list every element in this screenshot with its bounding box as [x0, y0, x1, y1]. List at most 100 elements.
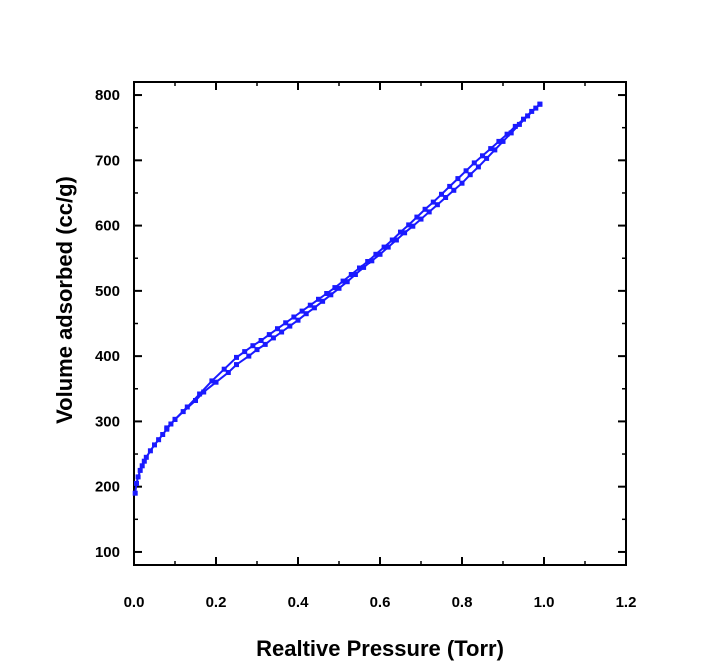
adsorption-point [193, 398, 198, 403]
desorption-point [291, 314, 297, 320]
adsorption-point [410, 223, 416, 229]
desorption-point [488, 146, 494, 152]
adsorption-point [311, 305, 317, 311]
desorption-point [529, 108, 535, 114]
adsorption-point [336, 285, 342, 291]
adsorption-point [492, 147, 498, 153]
desorption-point [324, 291, 330, 296]
x-axis-title: Realtive Pressure (Torr) [256, 636, 504, 661]
y-tick-label: 100 [95, 544, 120, 561]
desorption-point [250, 343, 256, 349]
desorption-point [398, 229, 403, 235]
adsorption-point [500, 138, 506, 144]
desorption-point [357, 265, 362, 271]
desorption-point [496, 138, 502, 144]
desorption-point [389, 237, 395, 243]
adsorption-point [141, 458, 147, 464]
desorption-point [348, 272, 354, 277]
desorption-point [504, 131, 510, 137]
desorption-point [373, 251, 379, 257]
adsorption-point [377, 251, 383, 257]
desorption-point [242, 349, 248, 355]
adsorption-point [467, 172, 473, 178]
y-axis-title: Volume adsorbed (cc/g) [52, 176, 77, 424]
desorption-point [340, 278, 346, 284]
desorption-point [283, 320, 289, 326]
x-tick-label: 1.0 [534, 594, 555, 611]
desorption-line [166, 103, 541, 429]
adsorption-point [152, 442, 157, 448]
desorption-point [209, 378, 215, 384]
y-tick-label: 800 [95, 87, 120, 104]
x-tick-label: 0.8 [452, 594, 473, 611]
desorption-point [275, 326, 280, 332]
desorption-point [172, 416, 178, 422]
desorption-point [221, 366, 227, 372]
desorption-point [258, 338, 264, 343]
adsorption-point [443, 195, 449, 200]
desorption-point [439, 191, 444, 197]
adsorption-point [279, 329, 285, 335]
desorption-point [234, 354, 239, 360]
adsorption-point [352, 272, 358, 277]
desorption-point [512, 123, 518, 129]
y-tick-label: 400 [95, 348, 120, 365]
x-tick-label: 0.2 [206, 594, 227, 611]
adsorption-point [385, 244, 391, 250]
adsorption-point [147, 448, 153, 454]
desorption-point [455, 176, 461, 182]
x-tick-label: 0.6 [370, 594, 391, 611]
x-tick-label: 1.2 [616, 594, 637, 611]
desorption-point [480, 153, 485, 159]
adsorption-point [402, 230, 408, 236]
y-tick-label: 600 [95, 218, 120, 235]
desorption-point [521, 116, 526, 122]
desorption-point [266, 332, 272, 338]
adsorption-point [426, 209, 432, 215]
adsorption-point [361, 264, 367, 270]
adsorption-point [393, 237, 399, 243]
adsorption-point [225, 370, 231, 375]
axis-ticks [133, 82, 627, 565]
desorption-point [471, 160, 477, 166]
desorption-point [365, 259, 371, 264]
adsorption-point [369, 258, 375, 264]
x-tick-label: 0.4 [288, 594, 310, 611]
adsorption-point [516, 121, 522, 127]
adsorption-point [234, 362, 239, 368]
adsorption-point [459, 180, 465, 186]
adsorption-point [201, 389, 207, 395]
desorption-point [316, 296, 321, 302]
adsorption-point [246, 353, 252, 359]
adsorption-point [451, 187, 457, 193]
adsorption-point [160, 432, 166, 437]
desorption-point [164, 425, 170, 431]
adsorption-point [143, 454, 149, 460]
adsorption-point [139, 463, 145, 469]
desorption-point [422, 206, 428, 212]
desorption-point [332, 285, 338, 291]
desorption-point [197, 391, 203, 397]
adsorption-point [475, 164, 481, 170]
desorption-point [537, 101, 543, 107]
desorption-point [381, 244, 387, 250]
adsorption-point [508, 130, 514, 136]
adsorption-point [295, 317, 301, 323]
adsorption-point [213, 379, 219, 385]
y-tick-label: 200 [95, 479, 120, 496]
y-tick-label: 300 [95, 413, 120, 430]
desorption-point [406, 222, 412, 228]
adsorption-point [156, 437, 162, 443]
desorption-point [184, 404, 190, 410]
adsorption-point [262, 341, 268, 347]
y-tick-label: 500 [95, 283, 120, 300]
adsorption-point [320, 298, 326, 304]
desorption-point [299, 308, 305, 314]
y-tick-label: 700 [95, 152, 120, 169]
desorption-point [447, 183, 453, 189]
adsorption-line [134, 103, 541, 494]
plot-frame [133, 81, 627, 566]
adsorption-point [270, 335, 276, 341]
adsorption-point [132, 490, 138, 496]
